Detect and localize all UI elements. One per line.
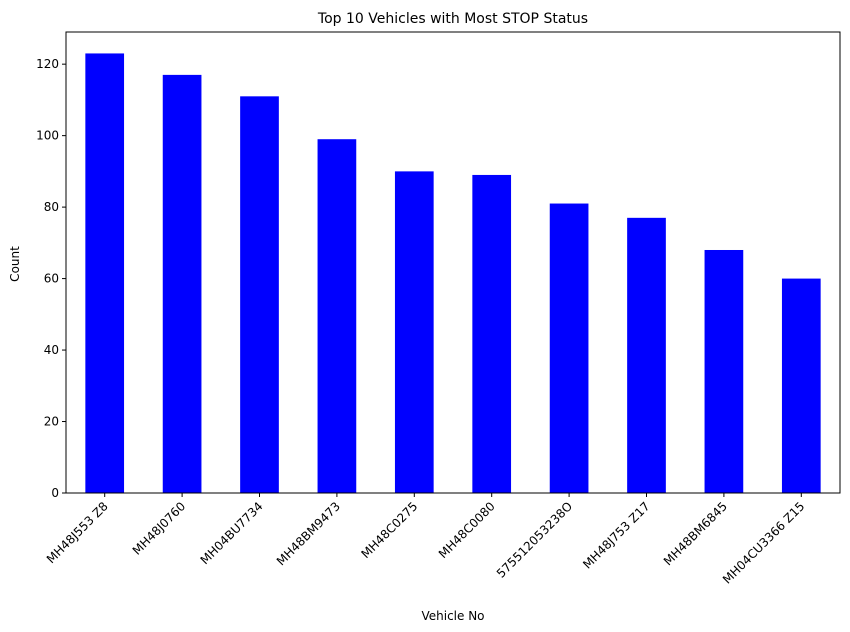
x-tick-label: MH48BM6845	[661, 499, 730, 568]
x-tick-label: MH04BU7734	[198, 499, 266, 567]
plot-frame	[65, 31, 841, 494]
y-axis-label: Count	[8, 246, 22, 282]
bar	[704, 249, 744, 493]
bars-group	[85, 53, 821, 494]
bar	[472, 174, 512, 493]
x-tick-label: MH04CU3366 Z15	[720, 499, 807, 586]
bar	[162, 74, 202, 493]
y-tick-label: 0	[51, 486, 59, 500]
y-tick-label: 40	[44, 343, 59, 357]
x-axis-ticks: MH48J553 Z8 MH48J0760 MH04BU7734 MH48BM9473…	[44, 493, 807, 587]
y-tick-label: 60	[44, 272, 59, 286]
x-tick-label: MH48J0760	[130, 499, 189, 558]
x-tick-label: 575512053238O	[494, 499, 575, 580]
bar	[240, 96, 279, 493]
y-tick-label: 120	[36, 57, 59, 71]
bar	[85, 53, 125, 493]
y-tick-label: 20	[44, 415, 59, 429]
y-tick-label: 100	[36, 129, 59, 143]
chart-title: Top 10 Vehicles with Most STOP Status	[317, 11, 588, 27]
bar	[549, 203, 589, 493]
y-tick-label: 80	[44, 200, 59, 214]
x-tick-label: MH48J553 Z8	[44, 499, 111, 566]
x-tick-label: MH48C0080	[436, 499, 498, 561]
x-tick-label: MH48C0275	[358, 499, 420, 561]
bar	[394, 171, 434, 494]
bar	[317, 139, 357, 494]
x-tick-label: MH48BM9473	[274, 499, 343, 568]
y-axis-ticks: 0 20 40 60 80 100 120	[36, 57, 66, 500]
x-axis-label: Vehicle No	[421, 609, 484, 623]
bar	[781, 278, 821, 493]
x-tick-label: MH48J753 Z17	[580, 499, 652, 571]
bar	[627, 217, 666, 493]
